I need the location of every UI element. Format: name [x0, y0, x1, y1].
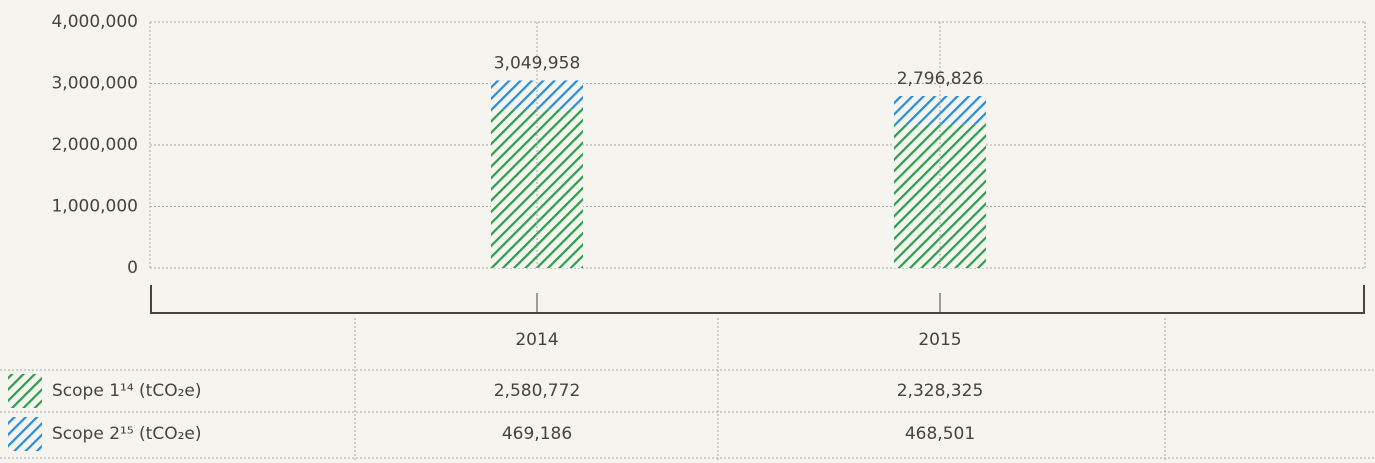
total-label: 2,796,826: [897, 69, 984, 89]
x-tick-label: 2014: [515, 330, 558, 350]
y-tick-label: 4,000,000: [51, 12, 138, 32]
bar-segment: [491, 109, 583, 268]
x-tick-label: 2015: [918, 330, 961, 350]
y-tick-label: 1,000,000: [51, 197, 138, 217]
legend-label: Scope 1¹⁴ (tCO₂e): [52, 381, 202, 401]
total-label: 3,049,958: [494, 53, 581, 73]
table-lines: [0, 318, 1375, 460]
table-cell: 2,328,325: [897, 381, 984, 401]
table-cell: 468,501: [905, 424, 975, 444]
axis-bracket: [150, 285, 1365, 314]
table-cell: 469,186: [502, 424, 572, 444]
bar-segment: [894, 124, 986, 268]
legend-swatch: [8, 374, 42, 408]
table-cell: 2,580,772: [494, 381, 581, 401]
y-tick-label: 0: [127, 258, 138, 278]
legend-swatch: [8, 417, 42, 451]
y-tick-label: 2,000,000: [51, 135, 138, 155]
legend-label: Scope 2¹⁵ (tCO₂e): [52, 424, 202, 444]
y-tick-label: 3,000,000: [51, 74, 138, 94]
